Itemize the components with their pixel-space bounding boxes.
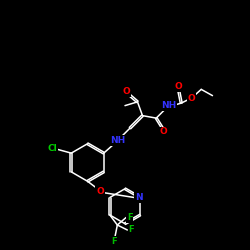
Text: NH: NH bbox=[161, 101, 176, 110]
Text: N: N bbox=[135, 193, 143, 202]
Text: Cl: Cl bbox=[48, 144, 58, 152]
Text: F: F bbox=[111, 237, 116, 246]
Text: O: O bbox=[160, 128, 168, 136]
Text: O: O bbox=[122, 88, 130, 96]
Text: F: F bbox=[127, 213, 133, 222]
Text: O: O bbox=[187, 94, 195, 102]
Text: NH: NH bbox=[110, 136, 125, 145]
Text: O: O bbox=[96, 187, 104, 196]
Text: F: F bbox=[128, 226, 134, 234]
Text: O: O bbox=[175, 82, 182, 91]
